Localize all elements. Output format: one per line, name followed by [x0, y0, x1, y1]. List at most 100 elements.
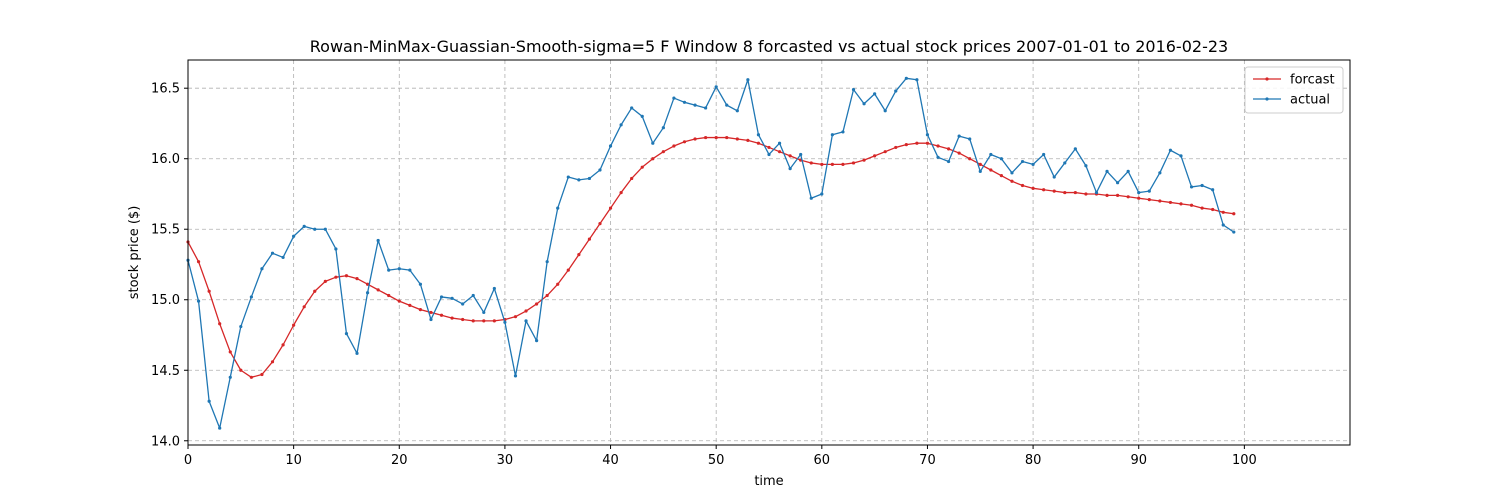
data-point-actual [598, 168, 602, 172]
data-point-forcast [376, 288, 380, 292]
data-point-forcast [355, 276, 359, 281]
data-point-actual [1147, 189, 1151, 193]
data-point-actual [302, 224, 306, 229]
data-point-forcast [1168, 200, 1173, 205]
data-point-actual [524, 319, 528, 323]
data-point-forcast [461, 317, 465, 322]
data-point-actual [461, 302, 465, 306]
data-point-forcast [260, 372, 264, 377]
data-point-forcast [365, 282, 370, 286]
x-axis-ticks: 0 10 20 30 40 50 60 70 80 90 100 [184, 445, 1257, 468]
data-point-actual [471, 293, 475, 298]
data-point-forcast [989, 168, 993, 172]
data-point-actual [1020, 159, 1025, 164]
x-tick-label: 20 [391, 453, 408, 468]
data-point-forcast [1200, 206, 1204, 210]
data-point-forcast [661, 150, 665, 154]
data-point-forcast [577, 253, 581, 257]
data-point-actual [630, 106, 634, 110]
y-tick-label: 14.5 [151, 364, 180, 379]
x-axis-label: time [754, 474, 783, 489]
data-point-forcast [809, 161, 813, 165]
data-point-forcast [239, 368, 243, 372]
data-point-forcast [418, 308, 422, 312]
data-point-forcast [1147, 198, 1151, 202]
data-point-actual [777, 141, 782, 145]
data-point-actual [566, 175, 570, 179]
data-point-forcast [767, 145, 771, 150]
data-point-forcast [1010, 179, 1014, 183]
data-point-forcast [904, 143, 908, 147]
data-point-forcast [397, 299, 401, 303]
data-point-forcast [894, 145, 898, 150]
data-point-forcast [1105, 193, 1109, 197]
data-point-forcast [1126, 195, 1130, 199]
data-point-forcast [682, 140, 687, 144]
data-point-actual [725, 103, 729, 107]
data-point-forcast [672, 144, 676, 148]
data-point-actual [1137, 190, 1141, 195]
series-line-forcast [187, 136, 1234, 378]
data-point-actual [355, 351, 359, 355]
data-point-actual [714, 85, 718, 89]
data-point-actual [619, 123, 623, 127]
data-point-forcast [746, 138, 750, 142]
y-tick-label: 15.0 [151, 293, 180, 308]
data-point-actual [799, 152, 803, 157]
data-point-actual [989, 152, 993, 157]
data-point-actual [313, 227, 317, 231]
series-forcast [186, 135, 1236, 379]
data-point-actual [841, 130, 845, 134]
data-point-actual [661, 126, 665, 130]
data-point-actual [535, 339, 539, 343]
data-point-actual [883, 109, 887, 113]
data-point-forcast [313, 289, 317, 293]
chart-title: Rowan-MinMax-Guassian-Smooth-sigma=5 F W… [310, 37, 1228, 56]
data-point-actual [218, 426, 222, 430]
data-point-actual [968, 137, 972, 141]
data-point-actual [809, 196, 813, 200]
data-point-forcast [439, 313, 444, 317]
data-point-actual [1179, 154, 1183, 158]
data-point-forcast [545, 293, 549, 298]
x-tick-label: 70 [919, 453, 936, 468]
data-point-forcast [777, 150, 782, 154]
data-point-actual [439, 295, 444, 299]
data-point-actual [640, 114, 644, 119]
legend-item-actual: actual [1253, 93, 1330, 108]
data-point-forcast [862, 158, 866, 162]
data-point-actual [1200, 183, 1204, 188]
data-point-forcast [207, 289, 211, 293]
data-point-actual [334, 247, 338, 251]
data-point-actual [344, 331, 349, 336]
data-point-forcast [492, 319, 496, 323]
x-tick-label: 80 [1025, 453, 1042, 468]
data-point-actual [672, 96, 676, 100]
grid [187, 60, 1350, 445]
data-point-forcast [936, 144, 940, 148]
data-point-actual [408, 268, 412, 272]
data-point-actual [1042, 152, 1046, 157]
data-point-forcast [524, 309, 528, 313]
x-tick-label: 90 [1130, 453, 1147, 468]
data-point-forcast [693, 137, 697, 141]
data-point-forcast [302, 305, 306, 309]
data-point-forcast [883, 150, 887, 154]
data-point-forcast [925, 141, 930, 145]
data-point-forcast [1189, 203, 1194, 207]
data-point-actual [1052, 175, 1056, 179]
data-point-forcast [714, 135, 718, 140]
y-axis-label: stock price ($) [127, 206, 142, 300]
data-point-forcast [1020, 183, 1025, 188]
data-point-forcast [228, 350, 232, 354]
data-point-forcast [1073, 190, 1077, 195]
y-axis-ticks: 14.0 14.5 15.0 15.5 16.0 16.5 [151, 82, 188, 449]
data-point-forcast [334, 275, 338, 279]
legend: forcast actual [1244, 66, 1344, 114]
data-point-actual [1116, 181, 1120, 185]
data-point-actual [957, 134, 961, 138]
data-point-actual [756, 133, 761, 137]
data-point-actual [1189, 185, 1194, 189]
x-tick-label: 40 [602, 453, 619, 468]
